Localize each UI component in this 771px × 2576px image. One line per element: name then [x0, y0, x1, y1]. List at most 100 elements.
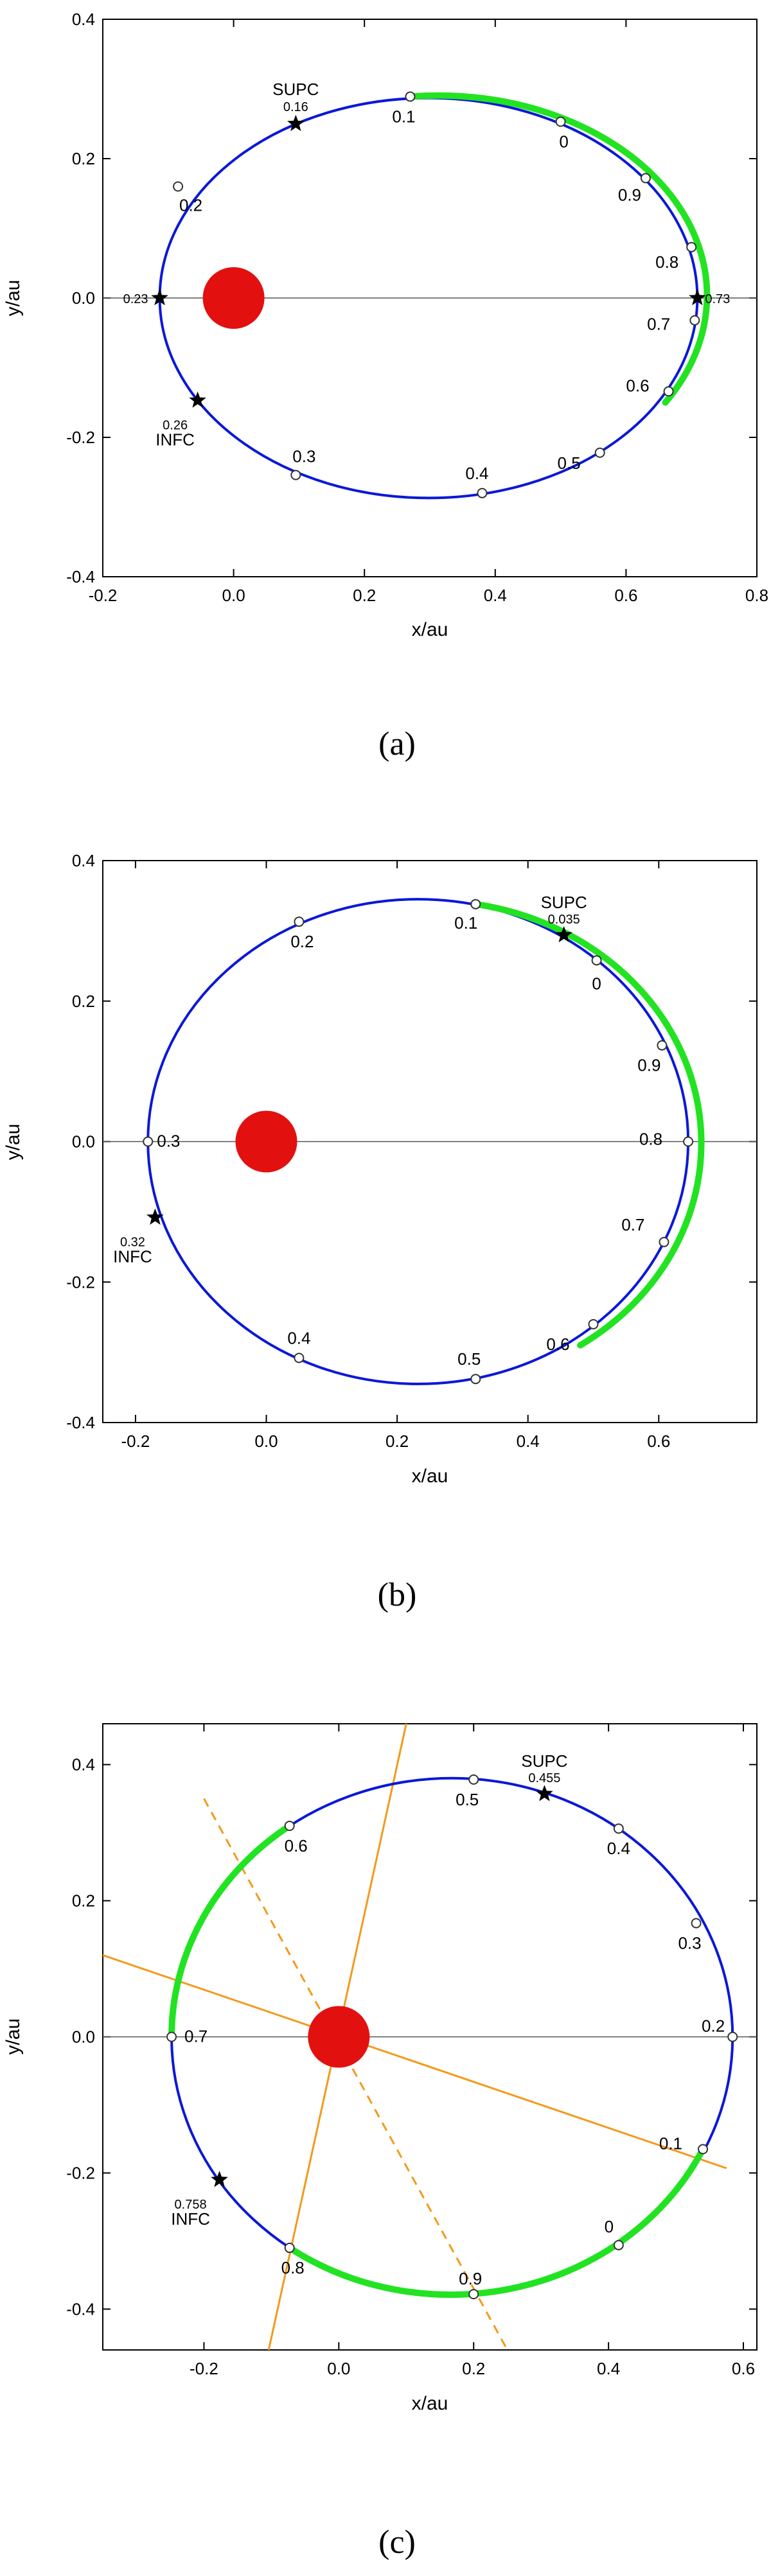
axes-marks-c: -0.2 0.0 0.2 0.4 0.6 -0.4 -0.2 0.0 0.2 0.4 [66, 1724, 757, 2378]
x-tick-label: -0.2 [89, 586, 118, 605]
phase-point [698, 2144, 709, 2155]
phase-label: 0.7 [184, 2027, 208, 2046]
y-tick-label: 0.0 [72, 1132, 95, 1152]
panel-b: -0.2 0.0 0.2 0.4 0.6-0.4-0.20.00.20.4 0.100.… [3, 851, 758, 1613]
event-phase: 0.26 [163, 418, 188, 432]
phase-point [470, 898, 481, 909]
x-tick-label: 0.6 [647, 1432, 670, 1451]
phase-point [555, 116, 566, 127]
phase-label: 0.4 [607, 1839, 630, 1858]
star-disk-a [202, 267, 265, 329]
phase-point [470, 1374, 481, 1385]
phase-label: 0 [605, 2217, 614, 2236]
phase-point [166, 2031, 177, 2042]
phase-points-c: 0.5 0.4 0.3 0.2 0.1 0 0.9 0.8 0.7 0.6 [166, 1774, 738, 2300]
event-phase: 0.758 [175, 2198, 207, 2212]
phase-point [663, 386, 674, 397]
phase-label: 0.2 [702, 2017, 725, 2036]
x-tick-label: 0.0 [254, 1432, 278, 1451]
highlight-arc-c-2 [168, 1822, 293, 2040]
phase-point [686, 241, 697, 252]
x-tick-label: 0.2 [353, 586, 376, 605]
conjunction-star [211, 2171, 228, 2187]
phase-point [405, 91, 416, 102]
x-axis-title-c: x/au [412, 2393, 448, 2414]
phase-points-a: 0.1 0 0.9 0.8 0.7 0.6 0.5 0.4 0.3 0.2 [173, 91, 700, 498]
event-name: SUPC [541, 893, 587, 912]
phase-label: 0.3 [157, 1132, 180, 1151]
conjunction-star [536, 1785, 553, 1801]
event-phase: 0.455 [528, 1771, 560, 1785]
y-tick-label: 0.0 [72, 2028, 95, 2047]
y-tick-label: -0.2 [66, 2163, 95, 2182]
y-tick-label: 0.4 [72, 851, 95, 870]
event-phase: 0.73 [705, 292, 730, 306]
axes-marks-a: -0.2 0.0 0.2 0.4 0.6 0.8-0.4-0.20.00.20.4 [66, 10, 768, 605]
panel-a: -0.2 0.0 0.2 0.4 0.6 0.8-0.4-0.20.00.20.4 0.1… [3, 10, 768, 762]
phase-point [659, 1236, 669, 1247]
phase-label: 0.5 [457, 1349, 481, 1369]
phase-point [477, 487, 488, 498]
event-name: INFC [171, 2209, 210, 2229]
y-tick-label: 0.4 [72, 10, 95, 29]
conjunction-star [189, 391, 206, 408]
y-tick-label: -0.2 [66, 428, 95, 447]
phase-point [727, 2031, 738, 2042]
highlight-arc-c-1 [286, 2146, 707, 2298]
highlight-arc-b [472, 900, 705, 1349]
phase-label: 0.6 [546, 1335, 569, 1354]
phase-point [613, 1823, 624, 1834]
phase-point [294, 916, 305, 927]
phase-point [594, 447, 605, 458]
phase-label: 0.4 [465, 464, 488, 483]
highlight-arc-a [407, 92, 711, 406]
caption-c: (c) [378, 2524, 416, 2561]
event-name: SUPC [272, 80, 319, 99]
x-axis-title-a: x/au [412, 619, 448, 640]
x-tick-label: 0.4 [484, 586, 507, 605]
y-tick-label: 0.2 [72, 1891, 95, 1911]
event-name: SUPC [521, 1751, 567, 1771]
phase-label: 0.1 [454, 913, 477, 933]
x-axis-title-b: x/au [412, 1466, 448, 1487]
y-tick-label: -0.4 [66, 1413, 95, 1432]
x-tick-label: -0.2 [121, 1432, 150, 1451]
sight-line [203, 1798, 509, 2351]
phase-point [284, 2243, 295, 2254]
star-disk-b [235, 1110, 297, 1173]
y-tick-label: 0.2 [72, 992, 95, 1011]
phase-label: 0 [592, 974, 601, 993]
phase-point [468, 1774, 479, 1785]
phase-label: 0.6 [285, 1836, 308, 1855]
x-tick-label: 0.8 [745, 586, 768, 605]
event-phase: 0.035 [548, 913, 580, 927]
x-tick-label: 0.6 [732, 2359, 755, 2378]
phase-label: 0.8 [639, 1130, 662, 1149]
star-disk-c [308, 2006, 370, 2068]
phase-label: 0.2 [290, 932, 314, 951]
phase-label: 0 [559, 132, 568, 151]
phase-label: 0.5 [558, 453, 581, 473]
phase-label: 0.5 [456, 1790, 479, 1809]
panel-c: -0.2 0.0 0.2 0.4 0.6 -0.4 -0.2 0.0 0.2 0.4 0.5 0.4… [3, 1723, 758, 2561]
conjunction-star [151, 289, 168, 306]
phase-label: 0.3 [678, 1934, 701, 1953]
phase-point [683, 1136, 694, 1147]
x-tick-label: -0.2 [190, 2359, 218, 2378]
x-tick-label: 0.2 [386, 1432, 409, 1451]
phase-label: 0.9 [618, 185, 641, 204]
event-name: INFC [113, 1247, 152, 1266]
x-tick-label: 0.4 [517, 1432, 540, 1451]
phase-label: 0.4 [287, 1328, 310, 1347]
phase-points-b: 0.1 0 0.9 0.8 0.7 0.6 0.5 0.4 0.3 0.2 [143, 898, 694, 1385]
phase-label: 0.2 [179, 195, 202, 215]
phase-label: 0.8 [281, 2258, 305, 2277]
phase-label: 0.9 [637, 1056, 660, 1075]
phase-label: 0.8 [655, 252, 678, 272]
phase-point [591, 955, 602, 966]
y-tick-label: -0.4 [66, 2299, 95, 2318]
event-name: INFC [155, 430, 195, 449]
y-axis-title-c: y/au [3, 2019, 24, 2055]
